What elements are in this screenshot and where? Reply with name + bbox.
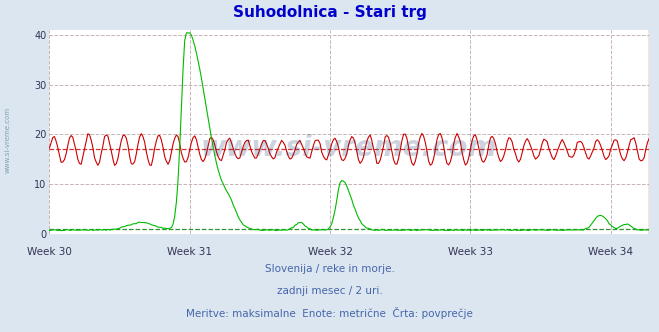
Text: Slovenija / reke in morje.: Slovenija / reke in morje. [264, 264, 395, 274]
Text: Week 33: Week 33 [448, 247, 493, 257]
Text: www.si-vreme.com: www.si-vreme.com [5, 106, 11, 173]
Text: Week 32: Week 32 [308, 247, 353, 257]
Text: Week 30: Week 30 [27, 247, 72, 257]
Text: Meritve: maksimalne  Enote: metrične  Črta: povprečje: Meritve: maksimalne Enote: metrične Črta… [186, 307, 473, 319]
Text: Week 31: Week 31 [167, 247, 212, 257]
Text: Week 34: Week 34 [588, 247, 633, 257]
Text: Suhodolnica - Stari trg: Suhodolnica - Stari trg [233, 5, 426, 20]
Text: zadnji mesec / 2 uri.: zadnji mesec / 2 uri. [277, 286, 382, 295]
Text: www.si-vreme.com: www.si-vreme.com [201, 134, 498, 162]
